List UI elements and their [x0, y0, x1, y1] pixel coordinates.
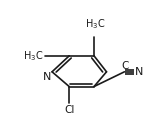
Text: N: N [43, 72, 51, 82]
Text: Cl: Cl [64, 105, 74, 115]
Text: H$_3$C: H$_3$C [85, 18, 106, 31]
Text: C: C [122, 61, 129, 71]
Text: N: N [135, 67, 144, 77]
Text: H$_3$C: H$_3$C [23, 49, 43, 63]
